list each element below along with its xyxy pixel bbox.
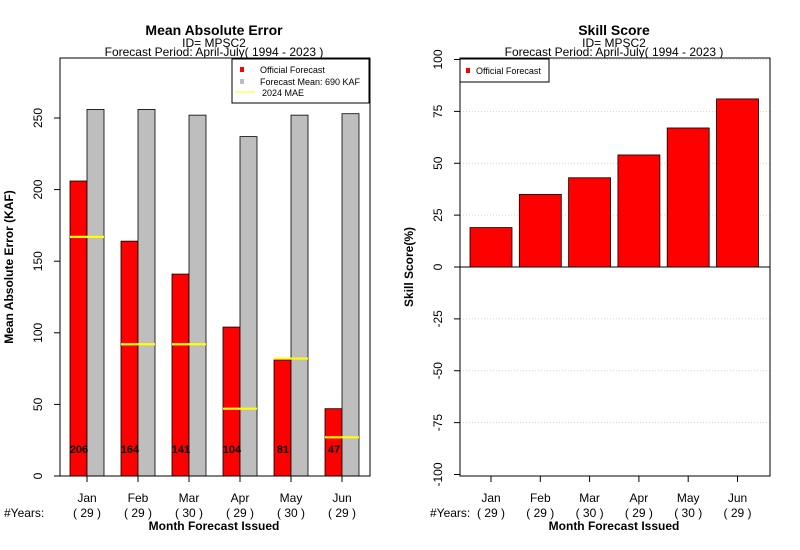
mae-bar-label-may: 81	[277, 444, 289, 456]
skill-years-feb: ( 29 )	[526, 506, 554, 520]
mae-years-prefix: #Years:	[4, 506, 44, 520]
mae-subtitle-id: ID= MPSC2	[182, 36, 246, 50]
mae-title: Mean Absolute Error	[145, 22, 283, 38]
skill-y-tick-label: -25	[431, 310, 445, 328]
mae-bar-label-jan: 206	[70, 444, 88, 456]
mae-bar-mean-may	[290, 114, 309, 477]
mae-bar-label-apr: 104	[223, 444, 242, 456]
mae-bar-label-jun: 47	[328, 444, 340, 456]
skill-y-tick-label: 100	[431, 49, 445, 69]
skill-subtitle-id: ID= MPSC2	[582, 36, 646, 50]
skill-y-tick-label: 0	[431, 263, 445, 270]
skill-bar-apr	[617, 154, 661, 268]
mae-bar-label-feb: 164	[121, 444, 140, 456]
mae-y-tick-label: 200	[31, 179, 45, 199]
mae-y-tick-label: 100	[31, 322, 45, 342]
skill-legend: Official Forecast	[459, 58, 550, 83]
skill-bar-jun	[716, 98, 759, 268]
skill-bar-feb	[518, 193, 562, 268]
mae-chart: Mean Absolute Error ID= MPSC2 Forecast P…	[2, 22, 371, 533]
skill-legend-swatch-official	[466, 68, 470, 73]
mae-bar-official-jun	[324, 408, 343, 477]
skill-x-tick-jun: Jun	[728, 491, 747, 505]
mae-bar-mean-jun	[341, 113, 360, 477]
skill-years-jun: ( 29 )	[723, 506, 751, 520]
mae-years-feb: ( 29 )	[124, 506, 152, 520]
skill-ylabel: Skill Score(%)	[402, 227, 416, 307]
mae-bars: 206 164 141 104 81 47	[69, 109, 360, 477]
skill-years-apr: ( 29 )	[625, 506, 653, 520]
mae-subtitle-period: Forecast Period: April-July( 1994 - 2023…	[105, 45, 324, 59]
mae-bar-official-jan	[69, 180, 88, 477]
mae-bar-mean-feb	[137, 109, 156, 477]
mae-legend-box	[231, 58, 370, 104]
skill-years-mar: ( 30 )	[576, 506, 604, 520]
mae-years-may: ( 30 )	[277, 506, 305, 520]
skill-x-tick-apr: Apr	[630, 491, 649, 505]
skill-x-tick-may: May	[677, 491, 700, 505]
mae-bar-mean-mar	[188, 114, 207, 477]
mae-legend-mean: Forecast Mean: 690 KAF	[260, 77, 361, 87]
mae-bar-label-mar: 141	[172, 444, 190, 456]
skill-y-tick-label: -75	[431, 414, 445, 432]
mae-plot-frame	[59, 57, 371, 477]
mae-y-tick-label: 50	[31, 397, 45, 411]
mae-ylabel: Mean Absolute Error (KAF)	[2, 190, 16, 344]
skill-years-prefix: #Years:	[430, 506, 470, 520]
mae-bar-official-feb	[120, 240, 139, 477]
mae-legend-official: Official Forecast	[260, 65, 325, 75]
skill-y-axis: -100 -75 -50 -25 0 25 50 75 100	[431, 49, 461, 487]
skill-y-tick-label: -50	[431, 362, 445, 380]
skill-years-jan: ( 29 )	[477, 506, 505, 520]
skill-bar-mar	[568, 177, 611, 268]
skill-y-tick-label: 75	[431, 104, 445, 118]
mae-legend: Official Forecast Forecast Mean: 690 KAF…	[231, 58, 370, 104]
mae-bar-mean-apr	[239, 136, 258, 477]
mae-x-axis: Jan( 29 )Feb( 29 )Mar( 30 )Apr( 29 )May(…	[73, 476, 356, 520]
mae-x-tick-jun: Jun	[332, 491, 351, 505]
skill-y-tick-label: 50	[431, 156, 445, 170]
skill-subtitle-period: Forecast Period: April-July( 1994 - 2023…	[505, 45, 724, 59]
mae-xlabel: Month Forecast Issued	[149, 519, 280, 533]
mae-y-tick-label: 0	[31, 472, 45, 479]
skill-xlabel: Month Forecast Issued	[549, 519, 680, 533]
mae-years-apr: ( 29 )	[226, 506, 254, 520]
mae-years-jun: ( 29 )	[328, 506, 356, 520]
mae-x-tick-jan: Jan	[77, 491, 96, 505]
mae-years-jan: ( 29 )	[73, 506, 101, 520]
mae-x-tick-may: May	[280, 491, 303, 505]
skill-bar-jan	[469, 227, 513, 268]
skill-chart: Skill Score ID= MPSC2 Forecast Period: A…	[402, 22, 771, 533]
skill-legend-box	[459, 58, 550, 83]
mae-y-axis: 0 50 100 150 200 250	[31, 108, 61, 479]
skill-y-tick-label: 25	[431, 208, 445, 222]
skill-x-tick-feb: Feb	[530, 491, 551, 505]
skill-bars	[469, 98, 759, 268]
mae-legend-mae: 2024 MAE	[262, 88, 304, 98]
skill-years-may: ( 30 )	[674, 506, 702, 520]
mae-x-tick-mar: Mar	[179, 491, 200, 505]
skill-bar-may	[666, 127, 710, 268]
mae-legend-swatch-mean	[240, 79, 244, 84]
skill-x-axis: Jan( 29 )Feb( 29 )Mar( 30 )Apr( 29 )May(…	[477, 476, 752, 520]
mae-x-tick-feb: Feb	[128, 491, 149, 505]
skill-x-tick-mar: Mar	[579, 491, 600, 505]
mae-legend-swatch-official	[240, 67, 244, 72]
mae-x-tick-apr: Apr	[231, 491, 250, 505]
mae-y-tick-label: 150	[31, 251, 45, 271]
skill-plot-frame	[459, 57, 771, 477]
skill-x-tick-jan: Jan	[481, 491, 500, 505]
skill-legend-official: Official Forecast	[476, 66, 541, 76]
skill-y-tick-label: -100	[431, 462, 445, 486]
mae-bar-mean-jan	[86, 109, 105, 477]
mae-y-tick-label: 250	[31, 108, 45, 128]
skill-title: Skill Score	[578, 22, 650, 38]
mae-bar-official-may	[273, 359, 292, 477]
mae-years-mar: ( 30 )	[175, 506, 203, 520]
